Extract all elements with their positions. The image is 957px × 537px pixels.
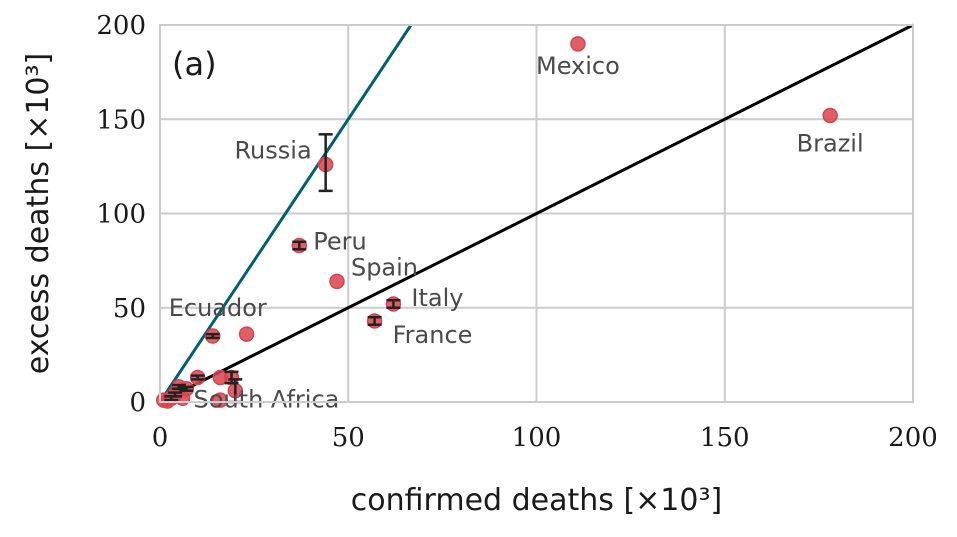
data-point-brazil: [822, 107, 838, 124]
error-bar: [386, 298, 401, 309]
label-south-africa: South Africa: [194, 385, 340, 413]
y-tick-label: 150: [96, 105, 146, 135]
x-tick-label: 100: [512, 423, 562, 453]
label-peru: Peru: [313, 228, 366, 256]
y-axis-label: excess deaths [×10³]: [21, 53, 56, 374]
y-tick-label: 50: [113, 294, 146, 324]
data-point-mexico: [570, 36, 586, 52]
x-tick-label: 150: [700, 423, 750, 453]
x-tick-label: 0: [152, 423, 169, 453]
error-bar: [164, 395, 179, 402]
x-tick-label: 50: [332, 423, 365, 453]
data-point: [212, 392, 228, 408]
error-bar: [292, 240, 307, 251]
error-bar: [179, 385, 194, 392]
reference-line-slope-1: [159, 23, 914, 404]
error-bar: [367, 315, 382, 326]
data-point-spain: [329, 273, 345, 290]
label-spain: Spain: [351, 253, 418, 281]
error-bar: [205, 332, 220, 340]
label-italy: Italy: [411, 284, 463, 312]
label-ecuador: Ecuador: [169, 294, 267, 322]
tick-labels: 0 50 100 150 200 0 50 100 150 200: [96, 11, 937, 453]
label-brazil: Brazil: [797, 129, 864, 157]
x-tick-label: 200: [888, 423, 938, 453]
y-tick-label: 100: [96, 200, 146, 230]
panel-label: (a): [172, 45, 217, 83]
plot-frame: [159, 24, 914, 403]
error-bar: [190, 374, 205, 381]
error-bars: [164, 133, 401, 404]
error-bar: [171, 383, 186, 391]
label-mexico: Mexico: [536, 52, 620, 80]
label-russia: Russia: [234, 136, 311, 164]
label-france: France: [393, 321, 473, 349]
x-axis-label: confirmed deaths [×10³]: [351, 483, 722, 518]
y-tick-label: 200: [96, 11, 146, 41]
y-tick-label: 0: [129, 388, 146, 418]
data-point: [238, 326, 255, 342]
error-bar: [318, 133, 333, 193]
data-point: [212, 369, 228, 386]
reference-lines: [158, 23, 914, 404]
reference-line-slope-3: [158, 24, 413, 403]
